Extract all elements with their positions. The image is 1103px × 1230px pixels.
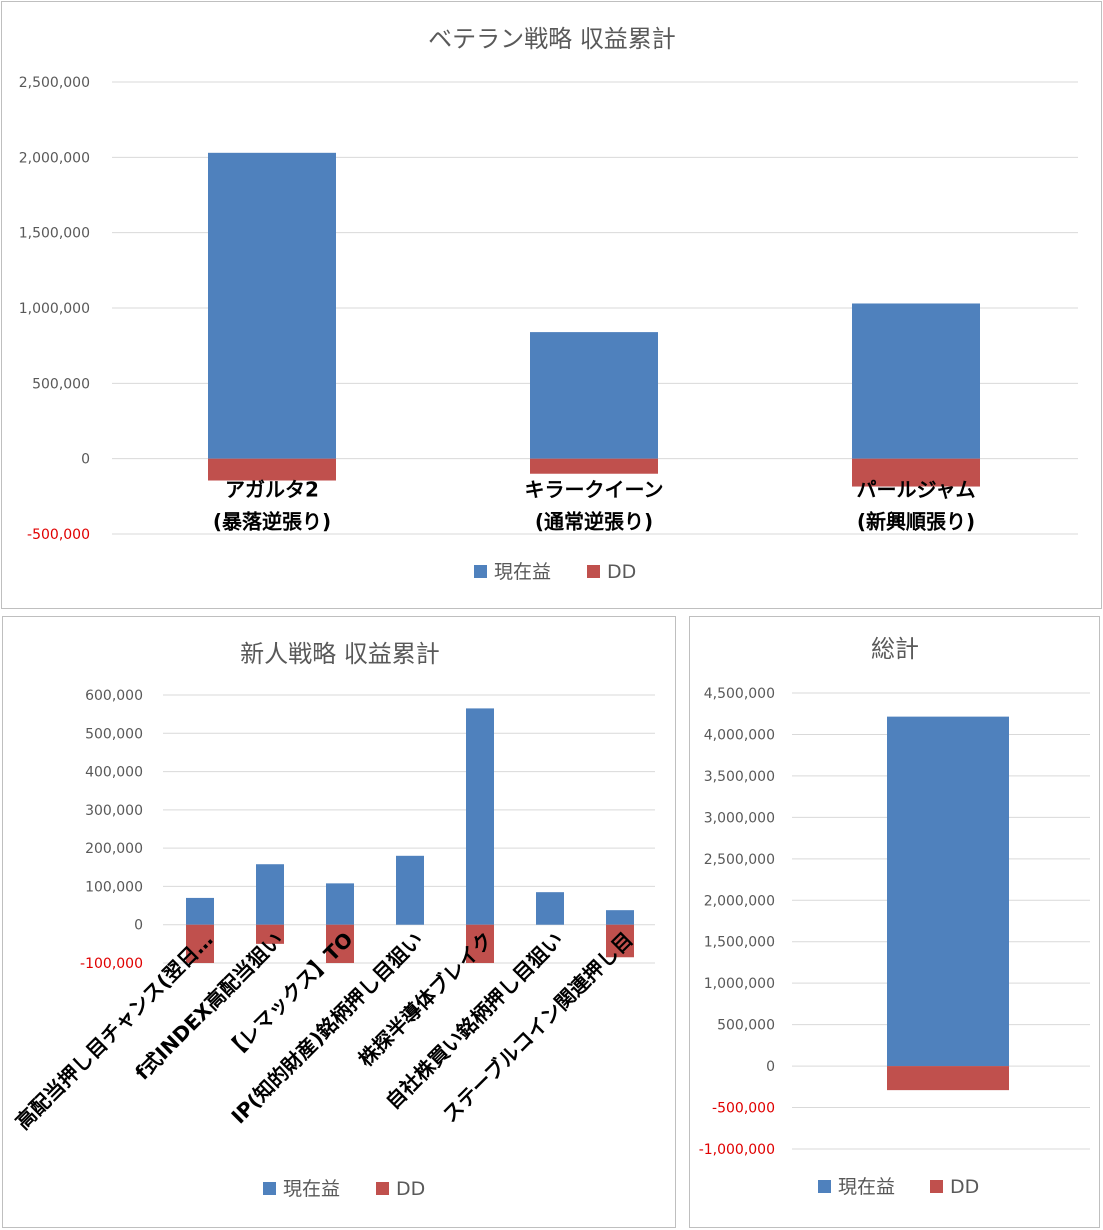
profit-bar — [186, 897, 214, 925]
legend-swatch — [930, 1180, 943, 1193]
profit-bar — [530, 332, 658, 459]
y-tick-label: 1,500,000 — [704, 935, 775, 951]
legend-label: 現在益 — [283, 1178, 340, 1200]
legend-swatch — [587, 565, 600, 578]
y-tick-label: 1,000,000 — [704, 976, 775, 992]
legend-swatch — [263, 1182, 276, 1195]
category-label: (新興順張り) — [857, 510, 975, 534]
profit-bar — [606, 910, 634, 925]
profit-bar — [326, 883, 354, 925]
profit-bar — [852, 303, 980, 459]
y-tick-label: 2,500,000 — [19, 75, 90, 91]
veteran-strategy-chart: ベテラン戦略 収益累計 2,500,000 2,000,000 1,500,000 1,… — [19, 25, 1078, 583]
legend-label: 現在益 — [494, 561, 551, 583]
y-tick-label: 300,000 — [85, 803, 143, 819]
dd-bar — [186, 924, 214, 963]
y-tick-label: 500,000 — [85, 726, 143, 742]
category-label: 【レマックス】TO — [220, 927, 357, 1064]
y-tick-label: 400,000 — [85, 765, 143, 781]
y-tick-label: 4,000,000 — [704, 727, 775, 743]
dd-bar — [326, 924, 354, 963]
y-tick-label: 2,500,000 — [704, 852, 775, 868]
legend-label: DD — [950, 1176, 979, 1198]
total-chart: 総計 4,500,000 4,000,000 3,500,000 3,000,000 2,… — [699, 635, 1090, 1198]
y-tick-label: 0 — [81, 452, 90, 468]
legend-label: 現在益 — [838, 1176, 895, 1198]
category-label: 株探半導体ブレイク — [354, 927, 498, 1071]
y-tick-label: 500,000 — [32, 376, 90, 392]
dd-bar — [208, 458, 336, 481]
profit-bar — [208, 152, 336, 459]
category-label: (暴落逆張り) — [213, 510, 331, 534]
profit-bar — [466, 708, 494, 925]
veteran-strategy-chart-panel: ベテラン戦略 収益累計 2,500,000 2,000,000 1,500,000 1,… — [1, 1, 1102, 609]
legend-swatch — [376, 1182, 389, 1195]
y-tick-label: 600,000 — [85, 688, 143, 704]
y-tick-label: 3,000,000 — [704, 810, 775, 826]
y-tick-label: 3,500,000 — [704, 769, 775, 785]
chart-title: 新人戦略 収益累計 — [240, 640, 440, 668]
chart-title: 総計 — [871, 635, 919, 663]
dd-bar — [530, 458, 658, 474]
y-tick-label: 2,000,000 — [19, 150, 90, 166]
dd-bar — [887, 1066, 1009, 1091]
chart-title: ベテラン戦略 収益累計 — [428, 25, 676, 53]
dd-bar — [852, 458, 980, 487]
y-tick-label: 200,000 — [85, 841, 143, 857]
y-tick-label: 1,500,000 — [19, 226, 90, 242]
legend-swatch — [474, 565, 487, 578]
profit-bar — [396, 855, 424, 925]
legend-label: DD — [396, 1178, 425, 1200]
legend-label: DD — [607, 561, 636, 583]
newcomer-strategy-chart: 新人戦略 収益累計 600,000 500,000 400,000 300,000 200… — [11, 640, 655, 1200]
profit-bar — [256, 864, 284, 925]
profit-bar — [536, 892, 564, 925]
y-tick-label: -1,000,000 — [699, 1142, 775, 1158]
category-label: (通常逆張り) — [535, 510, 653, 534]
y-tick-label: 0 — [134, 918, 143, 934]
dd-bar — [256, 924, 284, 944]
category-label: アガルタ2 — [225, 478, 319, 502]
legend-swatch — [818, 1180, 831, 1193]
dd-bar — [606, 924, 634, 958]
profit-bar — [887, 716, 1009, 1067]
y-tick-label: -500,000 — [27, 527, 90, 543]
total-chart-panel: 総計 4,500,000 4,000,000 3,500,000 3,000,000 2,… — [689, 616, 1100, 1228]
y-tick-label: 2,000,000 — [704, 893, 775, 909]
y-tick-label: 500,000 — [717, 1018, 775, 1034]
y-tick-label: 1,000,000 — [19, 301, 90, 317]
y-tick-label: 100,000 — [85, 879, 143, 895]
y-tick-label: -500,000 — [712, 1101, 775, 1117]
y-tick-label: 0 — [766, 1059, 775, 1075]
dd-bar — [466, 924, 494, 963]
newcomer-strategy-chart-panel: 新人戦略 収益累計 600,000 500,000 400,000 300,000 200… — [2, 616, 676, 1228]
category-label: キラークイーン — [525, 478, 664, 502]
category-label: パールジャム — [857, 478, 976, 502]
y-tick-label: 4,500,000 — [704, 686, 775, 702]
y-tick-label: -100,000 — [80, 956, 143, 972]
